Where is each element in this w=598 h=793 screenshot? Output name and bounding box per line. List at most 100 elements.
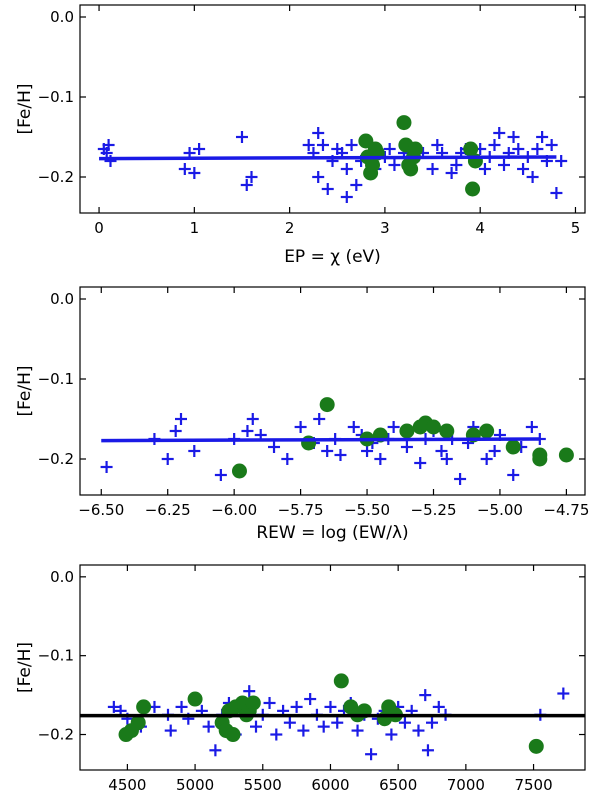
fit-line [101,437,540,443]
plus-marker [209,744,222,757]
plus-marker [498,159,511,171]
plus-marker [302,139,315,151]
plus-marker [240,179,253,191]
x-tick-label: 7500 [514,776,552,793]
x-tick-label: −6.25 [145,501,191,519]
circle-marker [225,727,241,743]
plus-marker [263,696,276,709]
plus-marker [283,716,296,729]
x-tick-label: −5.00 [477,501,523,519]
plus-marker [387,421,400,433]
plus-marker [331,716,344,729]
plus-marker [297,724,310,737]
circle-marker [399,423,415,439]
plus-marker [531,143,544,155]
plus-marker [102,139,115,151]
plus-marker [398,716,411,729]
panel-rew: −6.50 −6.25 −6.00 −5.75 −5.50 −5.25 −5.00 −4.75… [15,286,589,543]
x-tick-label: 1 [190,219,200,237]
plus-marker [555,155,568,167]
plus-marker [488,445,501,457]
plus-marker [383,143,396,155]
x-axis-label: REW = log (EW/λ) [256,523,408,543]
plus-marker [536,131,549,143]
y-tick-label: 0.0 [50,290,74,308]
circle-marker [505,439,521,455]
plus-marker [243,685,256,698]
y-axis-label: [Fe/H] [15,642,35,693]
y-axis-label: [Fe/H] [15,83,35,134]
plus-marker [313,413,326,425]
y-tick-label: −0.1 [38,88,74,106]
circle-marker [463,141,479,157]
circle-marker [532,447,548,463]
plus-marker [525,421,538,433]
circle-marker [396,115,412,131]
x-tick-label: −6.50 [78,501,124,519]
x-tick-label: 5 [571,219,581,237]
plus-marker [175,700,188,713]
plus-marker [250,720,263,733]
x-tick-label: 6000 [311,776,349,793]
plus-marker [426,163,439,175]
x-tick-label: −4.75 [543,501,589,519]
plus-marker [245,171,258,183]
y-tick-label: 0.0 [50,568,74,586]
x-axis-label: EP = χ (eV) [284,247,381,267]
circle-marker [403,161,419,177]
y-tick-label: −0.1 [38,647,74,665]
circle-marker [130,715,146,731]
plus-marker [385,728,398,741]
x-tick-label: 5000 [176,776,214,793]
plus-marker [304,693,317,706]
plot-frame [79,4,586,214]
circle-marker [245,695,261,711]
plus-marker [202,720,215,733]
plus-marker [388,159,401,171]
plus-marker [169,425,182,437]
plus-marker [435,445,448,457]
plus-marker [454,473,467,485]
y-tick-label: −0.2 [38,450,74,468]
circle-marker [231,463,247,479]
x-tick-label: 5500 [244,776,282,793]
plus-marker [188,445,201,457]
plus-marker [321,183,334,195]
plus-marker [350,179,363,191]
circle-marker [301,435,317,451]
plus-marker [347,421,360,433]
y-axis-label: [Fe/H] [15,365,35,416]
plus-marker [412,724,425,737]
plus-marker [445,167,458,179]
plus-marker [100,461,113,473]
circle-marker [187,691,203,707]
plus-marker [507,469,520,481]
plus-marker [512,143,525,155]
circle-marker [528,738,544,754]
circle-marker [365,157,381,173]
plus-marker [312,171,325,183]
plus-marker [365,748,378,761]
plus-marker [246,413,259,425]
plus-marker [290,700,303,713]
x-tick-label: 4 [475,219,485,237]
plus-marker [188,167,201,179]
circle-marker [465,181,481,197]
plus-marker [450,159,463,171]
y-tick-label: −0.1 [38,370,74,388]
y-tick-label: 0.0 [50,8,74,26]
plus-marker [517,163,530,175]
plus-marker [214,469,227,481]
circle-marker [439,423,455,439]
x-tick-label: −5.50 [344,501,390,519]
plus-marker [432,700,445,713]
circle-marker [333,673,349,689]
plus-marker [107,700,120,713]
plus-marker [414,457,427,469]
plus-marker [351,724,364,737]
plot-frame [79,286,586,496]
plus-marker [324,700,337,713]
plus-marker [419,689,432,702]
circle-marker [426,419,441,435]
